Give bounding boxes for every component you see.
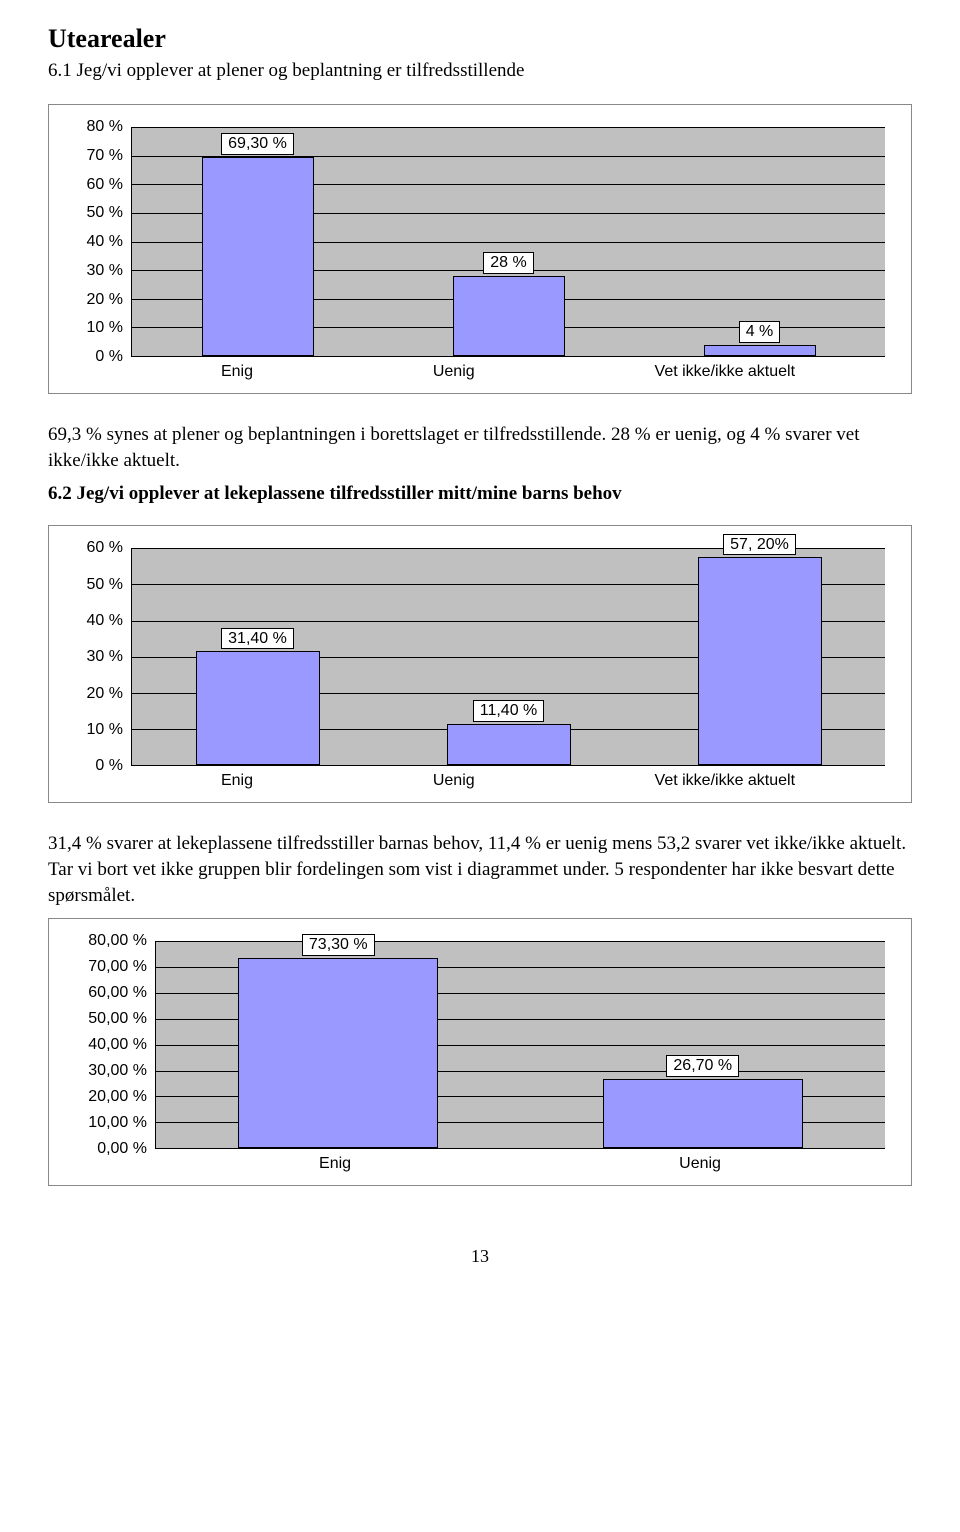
bar-column: 73,30 % bbox=[156, 934, 521, 1148]
bar-value-label: 28 % bbox=[483, 252, 533, 274]
question-1-summary: 69,3 % synes at plener og beplantningen … bbox=[48, 422, 912, 473]
page-number: 13 bbox=[48, 1246, 912, 1267]
question-1-heading: 6.1 Jeg/vi opplever at plener og beplant… bbox=[48, 60, 912, 82]
bar bbox=[453, 276, 565, 357]
chart-2-y-axis: 60 %50 %40 %30 %20 %10 %0 % bbox=[75, 548, 131, 766]
bar-value-label: 4 % bbox=[739, 321, 781, 343]
bar bbox=[704, 345, 816, 357]
chart-1-plot: 69,30 % 28 % 4 % bbox=[131, 127, 885, 357]
bar-value-label: 57, 20% bbox=[723, 534, 796, 556]
chart-1: 80 %70 %60 %50 %40 %30 %20 %10 %0 % 69,3… bbox=[75, 127, 885, 381]
chart-3-x-axis: Enig Uenig bbox=[155, 1155, 885, 1173]
bar bbox=[202, 157, 314, 356]
x-category: Enig bbox=[221, 363, 253, 381]
bar bbox=[196, 651, 320, 765]
chart-3-y-axis: 80,00 %70,00 %60,00 %50,00 %40,00 %30,00… bbox=[75, 941, 155, 1149]
x-category: Uenig bbox=[679, 1155, 721, 1173]
chart-2-plot: 31,40 %11,40 %57, 20% bbox=[131, 548, 885, 766]
bar bbox=[698, 557, 822, 765]
bar-column: 69,30 % bbox=[132, 133, 383, 356]
chart-3: 80,00 %70,00 %60,00 %50,00 %40,00 %30,00… bbox=[75, 941, 885, 1173]
chart-3-plot: 73,30 %26,70 % bbox=[155, 941, 885, 1149]
section-title: Utearealer bbox=[48, 24, 912, 54]
x-category: Vet ikke/ikke aktuelt bbox=[655, 363, 796, 381]
bar-value-label: 26,70 % bbox=[666, 1055, 739, 1077]
bar-value-label: 73,30 % bbox=[302, 934, 375, 956]
x-category: Enig bbox=[221, 772, 253, 790]
bar-column: 11,40 % bbox=[383, 700, 634, 765]
bar-value-label: 69,30 % bbox=[221, 133, 294, 155]
chart-1-y-axis: 80 %70 %60 %50 %40 %30 %20 %10 %0 % bbox=[75, 127, 131, 357]
chart-2: 60 %50 %40 %30 %20 %10 %0 % 31,40 % 11,40… bbox=[75, 548, 885, 790]
chart-2-x-axis: Enig Uenig Vet ikke/ikke aktuelt bbox=[131, 772, 885, 790]
bar-column: 28 % bbox=[383, 252, 634, 356]
bar-column: 4 % bbox=[634, 321, 885, 356]
x-category: Uenig bbox=[433, 772, 475, 790]
x-category: Enig bbox=[319, 1155, 351, 1173]
bar-column: 57, 20% bbox=[634, 534, 885, 765]
bar bbox=[447, 724, 571, 765]
bar-value-label: 31,40 % bbox=[221, 628, 294, 650]
bar bbox=[603, 1079, 803, 1148]
bar-column: 26,70 % bbox=[521, 1055, 886, 1148]
bar-value-label: 11,40 % bbox=[473, 700, 545, 722]
question-2-summary: 31,4 % svarer at lekeplassene tilfredsst… bbox=[48, 831, 912, 908]
x-category: Uenig bbox=[433, 363, 475, 381]
chart-3-frame: 80,00 %70,00 %60,00 %50,00 %40,00 %30,00… bbox=[48, 918, 912, 1186]
bar bbox=[238, 958, 438, 1149]
chart-2-frame: 60 %50 %40 %30 %20 %10 %0 % 31,40 % 11,40… bbox=[48, 525, 912, 803]
x-category: Vet ikke/ikke aktuelt bbox=[655, 772, 796, 790]
chart-1-frame: 80 %70 %60 %50 %40 %30 %20 %10 %0 % 69,3… bbox=[48, 104, 912, 394]
chart-1-x-axis: Enig Uenig Vet ikke/ikke aktuelt bbox=[131, 363, 885, 381]
question-2-heading: 6.2 Jeg/vi opplever at lekeplassene tilf… bbox=[48, 483, 912, 505]
bar-column: 31,40 % bbox=[132, 628, 383, 766]
